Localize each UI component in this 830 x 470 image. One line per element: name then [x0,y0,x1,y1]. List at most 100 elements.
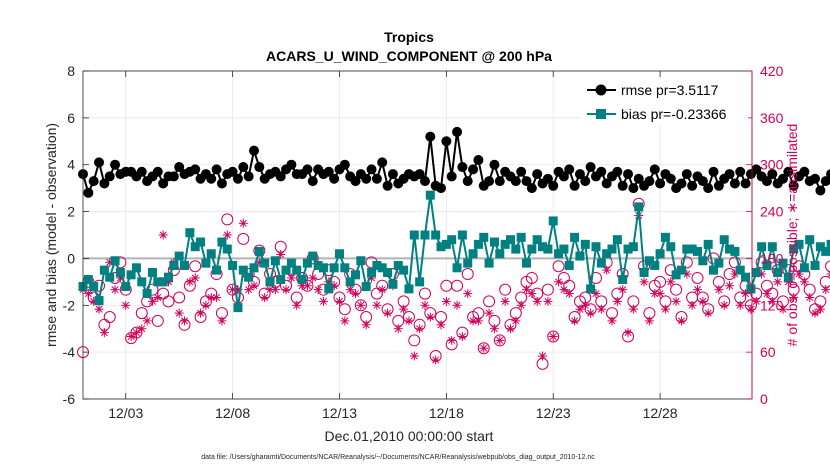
bias-point [420,230,430,240]
obs-assimilated-point [714,285,724,295]
obs-assimilated-point [676,316,686,326]
rmse-point [350,176,361,187]
bias-point [89,282,99,292]
obs-assimilated-point [725,281,735,291]
obs-possible-point [691,271,704,284]
bias-point [399,265,409,275]
obs-possible-point [477,342,490,355]
obs-assimilated-point [735,300,745,310]
bias-point [393,260,403,270]
y2-tick-label: 240 [760,204,784,220]
y-tick-label: -4 [63,344,76,360]
obs-assimilated-point [292,300,302,310]
obs-assimilated-point [639,277,649,287]
obs-assimilated-point [543,296,553,306]
rmse-point [729,178,740,189]
bias-point [169,260,179,270]
obs-assimilated-point [313,285,323,295]
obs-assimilated-point [815,304,825,314]
rmse-point [574,169,585,180]
y2-tick-label: 120 [760,297,784,313]
rmse-point [521,176,532,187]
obs-assimilated-point [703,308,713,318]
bias-point [249,263,259,273]
bias-point [586,284,596,294]
bias-point [452,263,462,273]
obs-assimilated-point [644,316,654,326]
obs-assimilated-point [554,277,564,287]
bias-point [158,277,168,287]
rmse-point [286,159,297,170]
obs-assimilated-point [431,355,441,365]
obs-assimilated-point [692,285,702,295]
bias-point [404,284,414,294]
bias-point [676,265,686,275]
bias-point [538,242,548,252]
obs-assimilated-point [457,332,467,342]
bias-point [147,267,157,277]
bias-point [345,277,355,287]
obs-assimilated-point [383,308,393,318]
legend-box [580,78,748,126]
rmse-point [468,164,479,175]
obs-assimilated-point [238,218,248,228]
bias-point [682,244,692,254]
obs-assimilated-point [361,320,371,330]
y-tick-label: 4 [67,157,75,173]
obs-assimilated-point [436,320,446,330]
bias-point [751,267,761,277]
bias-point [639,267,649,277]
rmse-point [633,173,644,184]
obs-assimilated-point [623,328,633,338]
rmse-point [211,164,222,175]
obs-possible-point [552,260,565,273]
obs-assimilated-point [500,296,510,306]
rmse-point [275,171,286,182]
rmse-point [227,166,238,177]
obs-assimilated-point [564,289,574,299]
rmse-point [83,187,94,198]
rmse-point [441,136,452,147]
bias-point [495,249,505,259]
rmse-point [158,178,169,189]
obs-assimilated-point [201,300,211,310]
bias-point [425,190,435,200]
bias-point [457,230,467,240]
rmse-point [596,166,607,177]
y2-tick-label: 0 [760,391,768,407]
bias-point [297,275,307,285]
bias-point [479,232,489,242]
rmse-point [761,176,772,187]
bias-point [180,260,190,270]
y-tick-label: 6 [67,110,75,126]
obs-assimilated-point [222,230,232,240]
rmse-point [687,180,698,191]
obs-assimilated-point [447,335,457,345]
obs-assimilated-point [286,273,296,283]
rmse-point [810,173,821,184]
bias-point [644,256,654,266]
legend-rmse-marker [595,84,607,96]
rmse-point [190,164,201,175]
bias-point [121,282,131,292]
bias-point [746,284,756,294]
bias-point [591,242,601,252]
rmse-point [452,126,463,137]
obs-assimilated-point [826,270,830,278]
obs-possible-point [189,260,202,273]
rmse-point [377,157,388,168]
x-axis-label: Dec.01,2010 00:00:00 start [325,428,494,444]
obs-assimilated-point [351,289,361,299]
bias-point [212,265,222,275]
x-tick-label: 12/28 [643,405,678,421]
rmse-point [649,164,660,175]
rmse-point [329,173,340,184]
rmse-point [243,171,254,182]
obs-possible-point [408,334,421,347]
rmse-point [644,176,655,187]
rmse-point [168,171,179,182]
rmse-point [655,178,666,189]
obs-assimilated-point [660,304,670,314]
bias-point [783,272,793,282]
